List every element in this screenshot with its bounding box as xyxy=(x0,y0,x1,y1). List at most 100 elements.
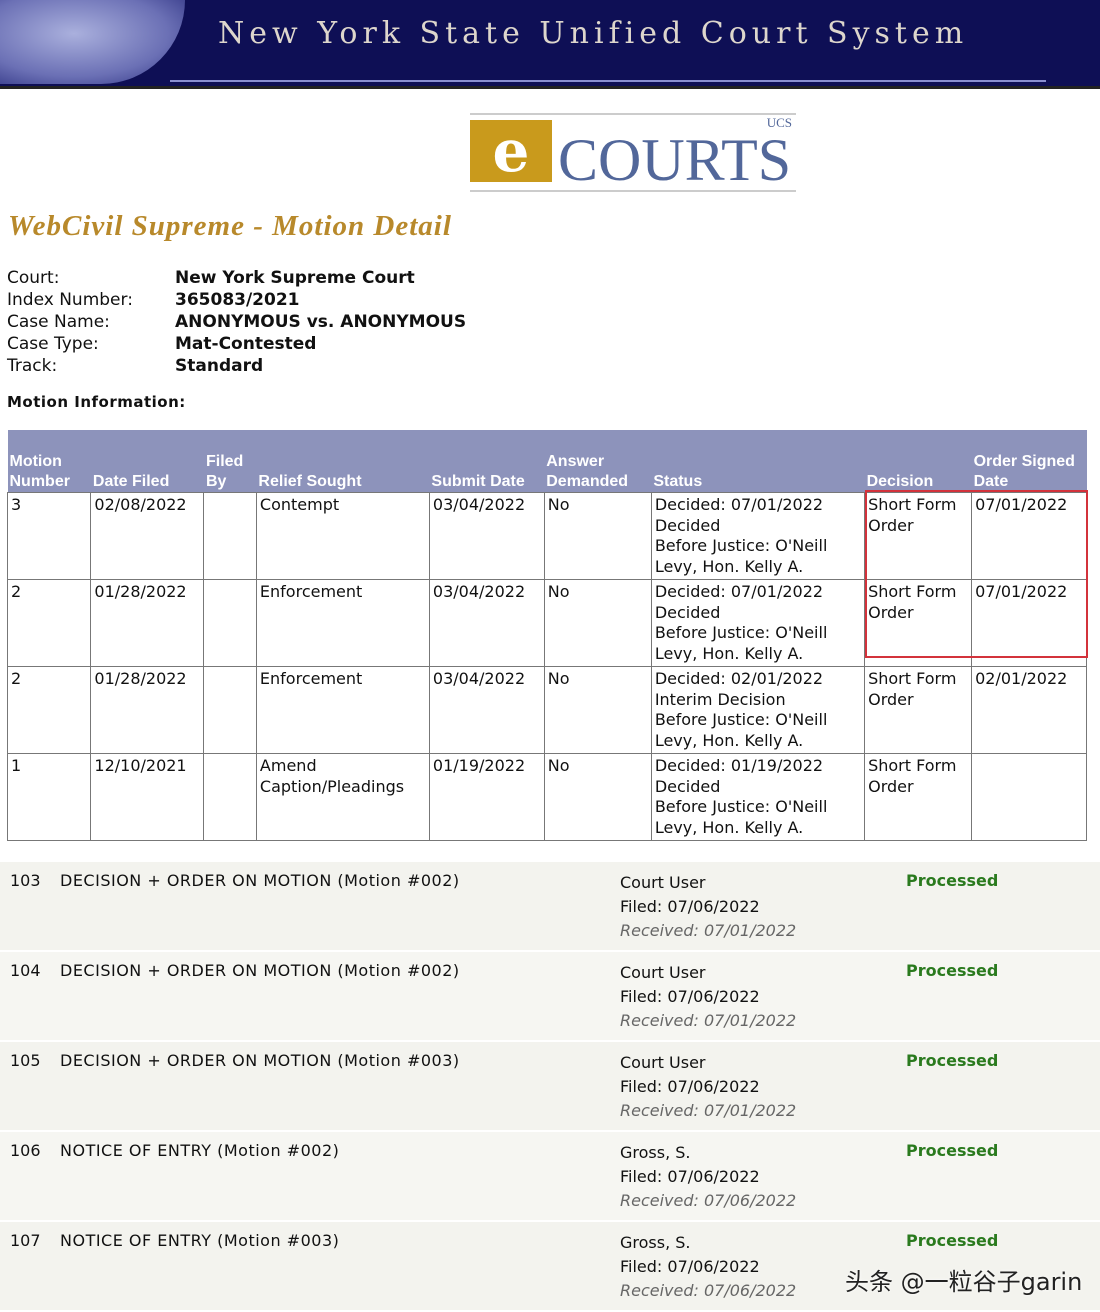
table-row: 2 01/28/2022 Enforcement 03/04/2022 No Decide… xyxy=(6,666,1087,754)
status-badge: Processed xyxy=(906,1051,999,1070)
case-info-value: ANONYMOUS vs. ANONYMOUS xyxy=(175,312,467,332)
case-info-label: Index Number: xyxy=(7,290,133,310)
case-info-value: New York Supreme Court xyxy=(175,268,415,288)
filed-by: Gross, S. xyxy=(620,1143,691,1162)
motion-info-heading: Motion Information: xyxy=(7,393,186,411)
document-row: 103 DECISION + ORDER ON MOTION (Motion #0… xyxy=(0,862,1100,952)
document-row: 107 NOTICE OF ENTRY (Motion #003) Gross, S… xyxy=(0,1222,1100,1312)
received-date: Received: 07/06/2022 xyxy=(620,1281,797,1300)
ecourts-logo[interactable]: e COURTS UCS xyxy=(470,113,796,192)
table-cell: Decided: 02/01/2022 Interim Decision Bef… xyxy=(650,666,866,754)
case-info-row: Track: Standard xyxy=(7,355,466,377)
case-info-value: 365083/2021 xyxy=(175,290,300,310)
status-badge: Processed xyxy=(906,961,999,980)
filed-date: Filed: 07/06/2022 xyxy=(620,1257,760,1276)
table-cell[interactable]: Short Form Order xyxy=(864,753,973,841)
column-header: Decision xyxy=(864,430,972,493)
table-cell: 3 xyxy=(6,492,92,580)
document-link[interactable]: DECISION + ORDER ON MOTION (Motion #002) xyxy=(60,961,460,980)
case-info-label: Case Name: xyxy=(7,312,110,332)
table-cell: Enforcement xyxy=(255,666,430,754)
case-info-row: Case Name: ANONYMOUS vs. ANONYMOUS xyxy=(7,311,466,333)
status-badge: Processed xyxy=(906,871,999,890)
filed-date: Filed: 07/06/2022 xyxy=(620,1167,760,1186)
case-info-label: Case Type: xyxy=(7,334,99,354)
table-cell: 03/04/2022 xyxy=(428,666,545,754)
filed-by: Court User xyxy=(620,1053,706,1072)
status-badge: Processed xyxy=(906,1231,999,1250)
filed-date: Filed: 07/06/2022 xyxy=(620,897,760,916)
case-info-row: Case Type: Mat-Contested xyxy=(7,333,466,355)
column-header: Status xyxy=(651,430,865,493)
table-cell: 2 xyxy=(6,579,92,667)
status-badge: Processed xyxy=(906,1141,999,1160)
document-row: 105 DECISION + ORDER ON MOTION (Motion #0… xyxy=(0,1042,1100,1132)
filed-by: Court User xyxy=(620,873,706,892)
table-cell: 01/28/2022 xyxy=(90,579,205,667)
document-link[interactable]: NOTICE OF ENTRY (Motion #003) xyxy=(60,1231,340,1250)
document-list: 103 DECISION + ORDER ON MOTION (Motion #0… xyxy=(0,862,1100,1312)
table-header-row: Motion Number Date Filed Filed By Relief So… xyxy=(7,430,1087,493)
filed-by: Gross, S. xyxy=(620,1233,691,1252)
table-cell: Contempt xyxy=(255,492,430,580)
table-cell: 03/04/2022 xyxy=(428,492,545,580)
document-filing-info: Gross, S. Filed: 07/06/2022 Received: 07/0… xyxy=(620,1231,796,1303)
document-link[interactable]: DECISION + ORDER ON MOTION (Motion #003) xyxy=(60,1051,460,1070)
table-cell xyxy=(203,579,257,667)
document-link[interactable]: NOTICE OF ENTRY (Motion #002) xyxy=(60,1141,340,1160)
table-cell xyxy=(203,753,257,841)
column-header: Filed By xyxy=(203,430,257,493)
table-cell[interactable]: Short Form Order xyxy=(864,666,973,754)
statue-image xyxy=(0,0,185,84)
filed-date: Filed: 07/06/2022 xyxy=(620,987,760,1006)
watermark: 头条 @一粒谷子garin xyxy=(845,1268,1083,1296)
table-cell: 01/19/2022 xyxy=(428,753,545,841)
table-cell[interactable]: Short Form Order xyxy=(864,492,973,580)
logo-sub: UCS xyxy=(766,115,792,130)
table-cell: Decided: 01/19/2022 Decided Before Justi… xyxy=(650,753,866,841)
table-cell xyxy=(971,753,1087,841)
table-cell: 03/04/2022 xyxy=(428,579,545,667)
table-cell: Decided: 07/01/2022 Decided Before Justi… xyxy=(650,579,866,667)
column-header: Relief Sought xyxy=(256,430,430,493)
case-info-label: Court: xyxy=(7,268,60,288)
table-cell xyxy=(203,492,257,580)
column-header: Submit Date xyxy=(429,430,545,493)
case-info-value: Mat-Contested xyxy=(175,334,317,354)
column-header: Answer Demanded xyxy=(544,430,652,493)
column-header: Motion Number xyxy=(7,430,91,493)
received-date: Received: 07/01/2022 xyxy=(620,1011,797,1030)
table-cell: No xyxy=(543,579,652,667)
table-cell: Amend Caption/Pleadings xyxy=(255,753,430,841)
table-cell: 1 xyxy=(6,753,92,841)
logo-e-icon: e xyxy=(470,120,552,182)
document-link[interactable]: DECISION + ORDER ON MOTION (Motion #002) xyxy=(60,871,460,890)
filed-date: Filed: 07/06/2022 xyxy=(620,1077,760,1096)
motion-table: Motion Number Date Filed Filed By Relief So… xyxy=(6,430,1087,841)
table-row: 2 01/28/2022 Enforcement 03/04/2022 No Decide… xyxy=(6,579,1087,667)
document-number: 103 xyxy=(10,871,41,890)
table-cell[interactable]: Short Form Order xyxy=(864,579,973,667)
case-info-label: Track: xyxy=(7,356,58,376)
banner-divider xyxy=(170,80,1046,82)
table-cell: No xyxy=(543,753,652,841)
site-banner: New York State Unified Court System xyxy=(0,0,1100,89)
document-number: 107 xyxy=(10,1231,41,1250)
table-cell: 2 xyxy=(6,666,92,754)
logo-text: COURTS xyxy=(558,127,792,193)
table-cell xyxy=(203,666,257,754)
case-info: Court: New York Supreme Court Index Number… xyxy=(7,267,466,377)
table-cell: No xyxy=(543,666,652,754)
table-row: 1 12/10/2021 Amend Caption/Pleadings 01/19/… xyxy=(6,753,1087,841)
received-date: Received: 07/01/2022 xyxy=(620,1101,797,1120)
case-info-row: Index Number: 365083/2021 xyxy=(7,289,466,311)
document-filing-info: Court User Filed: 07/06/2022 Received: 07/… xyxy=(620,1051,796,1123)
document-filing-info: Gross, S. Filed: 07/06/2022 Received: 07/0… xyxy=(620,1141,796,1213)
table-cell: 01/28/2022 xyxy=(90,666,205,754)
table-cell: Decided: 07/01/2022 Decided Before Justi… xyxy=(650,492,866,580)
table-cell: 02/01/2022 xyxy=(971,666,1087,754)
banner-title: New York State Unified Court System xyxy=(218,16,969,51)
table-cell: 12/10/2021 xyxy=(90,753,205,841)
case-info-value: Standard xyxy=(175,356,264,376)
filed-by: Court User xyxy=(620,963,706,982)
